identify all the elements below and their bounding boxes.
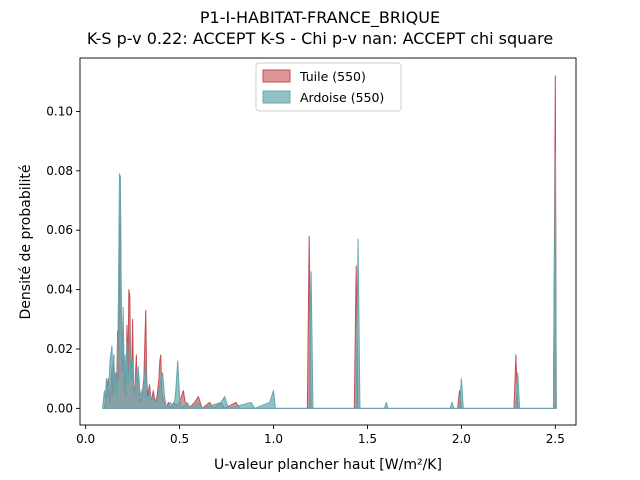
x-tick-label: 0.0 — [76, 432, 95, 446]
y-axis: 0.00 0.02 0.04 0.06 0.08 0.10 — [46, 104, 80, 415]
legend-label-tuile: Tuile (550) — [299, 69, 366, 84]
legend-swatch-tuile — [262, 69, 291, 83]
legend: Tuile (550) Ardoise (550) — [255, 62, 402, 112]
x-tick-label: 0.5 — [170, 432, 189, 446]
x-axis: 0.0 0.5 1.0 1.5 2.0 2.5 — [76, 425, 565, 446]
y-tick-label: 0.00 — [46, 401, 73, 415]
y-tick-label: 0.08 — [46, 164, 73, 178]
y-tick-label: 0.04 — [46, 283, 73, 297]
x-tick-label: 2.0 — [452, 432, 471, 446]
x-tick-label: 2.5 — [546, 432, 565, 446]
series-layer — [102, 75, 557, 409]
y-tick-label: 0.06 — [46, 223, 73, 237]
chart-title: P1-I-HABITAT-FRANCE_BRIQUE — [200, 8, 440, 28]
chart-subtitle: K-S p-v 0.22: ACCEPT K-S - Chi p-v nan: … — [87, 29, 553, 48]
x-tick-label: 1.0 — [264, 432, 283, 446]
y-tick-label: 0.02 — [46, 342, 73, 356]
series-area-ardoise — [102, 152, 557, 409]
legend-label-ardoise: Ardoise (550) — [300, 90, 384, 105]
x-axis-label: U-valeur plancher haut [W/m²/K] — [214, 457, 442, 473]
x-tick-label: 1.5 — [358, 432, 377, 446]
legend-box — [255, 62, 402, 112]
y-tick-label: 0.10 — [46, 104, 73, 118]
plot-frame — [79, 57, 577, 426]
series-area-tuile — [103, 75, 557, 409]
legend-swatch-ardoise — [262, 90, 291, 104]
y-axis-label: Densité de probabilité — [18, 165, 34, 320]
